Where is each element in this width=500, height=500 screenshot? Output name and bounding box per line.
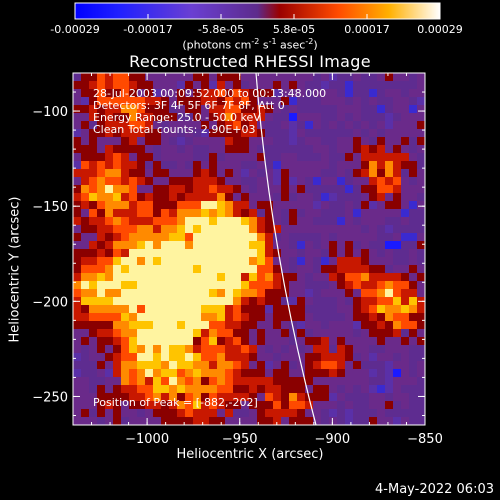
timestamp: 4-May-2022 06:03 [375,482,494,497]
plot-frame [72,72,426,426]
colorbar-tick-label: -5.8e-05 [198,23,244,36]
x-tick-label: −850 [407,432,443,447]
x-axis: −1000 −950 −900 −850 [91,73,443,447]
y-axis-label: Heliocentric Y (arcsec) [7,196,23,343]
colorbar-tick-label: 0.00029 [417,23,463,36]
colorbar-tick-label: -0.00029 [50,23,99,36]
colorbar-gradient [74,2,441,20]
y-axis: −250 −200 −150 −100 [32,72,425,416]
peak-position-label: Position of Peak = [-882,-202] [93,396,258,409]
colorbar-tick-label: 0.00017 [344,23,390,36]
colorbar-units: (photons cm-2 s-1 asec-2) [182,37,318,52]
x-axis-label: Heliocentric X (arcsec) [176,447,324,462]
colorbar-tick-label: 5.8e-05 [273,23,315,36]
colorbar-ticks: -0.00029 -0.00017 -5.8e-05 5.8e-05 0.00017 0.… [50,14,463,36]
x-tick-label: −950 [222,432,258,447]
x-tick-label: −1000 [125,432,169,447]
plot-title: Reconstructed RHESSI Image [129,52,371,71]
solar-limb-line [255,73,317,425]
y-tick-label: −250 [32,390,68,405]
colorbar-tick-label: -0.00017 [123,23,172,36]
y-tick-label: −100 [32,105,68,120]
info-energy-range: Energy Range: 25.0 - 50.0 keV [93,111,261,124]
y-tick-label: −150 [32,200,68,215]
heatmap-image [73,73,425,425]
x-tick-label: −900 [315,432,351,447]
y-tick-label: −200 [32,295,68,310]
info-detectors: Detectors: 3F 4F 5F 6F 7F 8F, Att 0 [93,99,285,112]
info-time-range: 28-Jul-2003 00:09:52.000 to 00:13:48.000 [93,87,327,100]
info-counts: Clean Total counts: 2.90E+03 [93,123,256,136]
